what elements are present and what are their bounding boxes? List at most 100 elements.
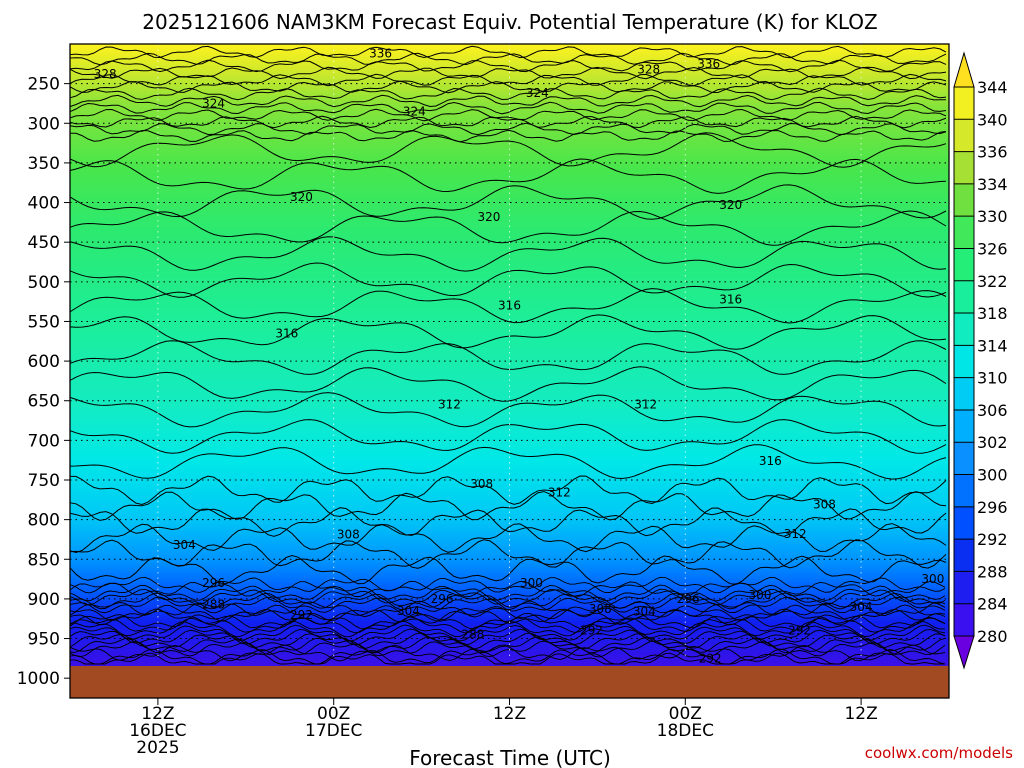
contour-label: 304 [173, 538, 196, 552]
contour-line [69, 419, 947, 454]
y-tick-label: 1000 [17, 669, 60, 689]
contour-label: 292 [580, 624, 603, 638]
colorbar-band [954, 571, 974, 605]
contour-line [69, 73, 947, 87]
contour-line [69, 45, 947, 59]
contour-line [69, 584, 946, 602]
contour-label: 324 [403, 104, 426, 118]
contour-label: 324 [202, 96, 225, 110]
contour-line [69, 366, 947, 402]
colorbar: 280 284 288 292 296 300 302 306 310 314 318 322 326 3… [953, 51, 1008, 670]
contour-label: 296 [202, 576, 225, 590]
colorbar-band [954, 183, 974, 217]
contour-label: 312 [438, 398, 461, 412]
contour-line [69, 539, 947, 569]
colorbar-band [954, 280, 974, 314]
contour-line [69, 236, 947, 272]
contour-line [69, 592, 946, 610]
contour-line [69, 59, 947, 73]
contour-label: 296 [431, 592, 454, 606]
x-tick-label: 12Z [493, 704, 526, 724]
y-tick-label: 450 [28, 233, 60, 253]
x-tick-label: 17DEC [305, 721, 362, 741]
contour-label: 292 [788, 624, 811, 638]
contour-line [69, 444, 947, 480]
contour-label: 312 [634, 398, 657, 412]
contour-line [69, 108, 947, 122]
colorbar-band [954, 474, 974, 508]
low-level-contours [69, 576, 946, 665]
contour-label: 308 [589, 602, 612, 616]
colorbar-label: 296 [977, 498, 1008, 517]
contour-line [69, 507, 947, 537]
credit-text: coolwx.com/models [865, 744, 1013, 762]
x-axis-label: Forecast Time (UTC) [409, 746, 611, 768]
contour-line [69, 122, 947, 136]
contour-line [69, 644, 946, 662]
colorbar-label: 310 [977, 369, 1008, 388]
colorbar-label: 284 [977, 595, 1008, 614]
colorbar-label: 326 [977, 239, 1008, 258]
contour-line [69, 129, 947, 143]
contour-line [69, 523, 947, 554]
contour-label: 300 [749, 588, 772, 602]
contour-label: 316 [275, 326, 298, 340]
x-tick-label: 12Z [141, 704, 174, 724]
contour-line [69, 80, 947, 94]
contour-line [69, 580, 946, 598]
contour-line [69, 101, 947, 115]
colorbar-label: 302 [977, 433, 1008, 452]
contour-label: 320 [290, 190, 313, 204]
colorbar-label: 318 [977, 304, 1008, 323]
contour-lines [69, 45, 947, 585]
colorbar-band [954, 151, 974, 185]
gridlines [70, 44, 949, 659]
ground-surface [70, 666, 949, 698]
y-tick-label: 950 [28, 630, 60, 650]
contour-label: 308 [337, 528, 360, 542]
colorbar-label: 334 [977, 175, 1008, 194]
contour-line [69, 314, 947, 350]
y-tick-label: 300 [28, 114, 60, 134]
colorbar-band [954, 377, 974, 411]
contour-label: 328 [94, 67, 117, 81]
contour-label: 316 [719, 292, 742, 306]
contour-label: 324 [526, 86, 549, 100]
contour-label: 304 [397, 604, 420, 618]
contour-label: 336 [697, 57, 720, 71]
colorbar-label: 344 [977, 78, 1008, 97]
contour-line [69, 624, 946, 642]
contour-line [69, 576, 946, 594]
contour-line [69, 288, 947, 324]
contour-label: 288 [202, 597, 225, 611]
colorbar-band [954, 345, 974, 379]
y-tick-label: 800 [28, 511, 60, 531]
colorbar-band [954, 119, 974, 153]
contour-label: 316 [498, 299, 521, 313]
colorbar-band [954, 506, 974, 540]
contour-line [69, 392, 947, 428]
x-tick-label: 18DEC [657, 721, 714, 741]
contour-label: 320 [478, 210, 501, 224]
colorbar-label: 280 [977, 627, 1008, 646]
contour-line [69, 158, 947, 194]
y-tick-label: 850 [28, 550, 60, 570]
colorbar-label: 330 [977, 207, 1008, 226]
contour-label: 292 [290, 608, 313, 622]
colorbar-band [954, 442, 974, 476]
contour-line [69, 636, 946, 654]
contour-label: 308 [813, 498, 836, 512]
contour-line [69, 340, 947, 375]
colorbar-band [954, 216, 974, 249]
y-tick-label: 250 [28, 75, 60, 95]
colorbar-label: 288 [977, 562, 1008, 581]
y-tick-label: 900 [28, 590, 60, 610]
colorbar-top-arrow [953, 51, 975, 88]
colorbar-label: 300 [977, 466, 1008, 485]
colorbar-label: 306 [977, 401, 1008, 420]
colorbar-label: 336 [977, 143, 1008, 162]
colorbar-band [954, 409, 974, 443]
contour-labels: 336 336 328 328 324 324 324 320 320 320 316 316 316 3… [94, 47, 945, 666]
contour-line [69, 648, 946, 665]
